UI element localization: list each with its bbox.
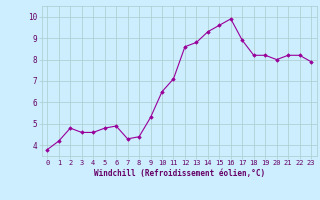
X-axis label: Windchill (Refroidissement éolien,°C): Windchill (Refroidissement éolien,°C) <box>94 169 265 178</box>
